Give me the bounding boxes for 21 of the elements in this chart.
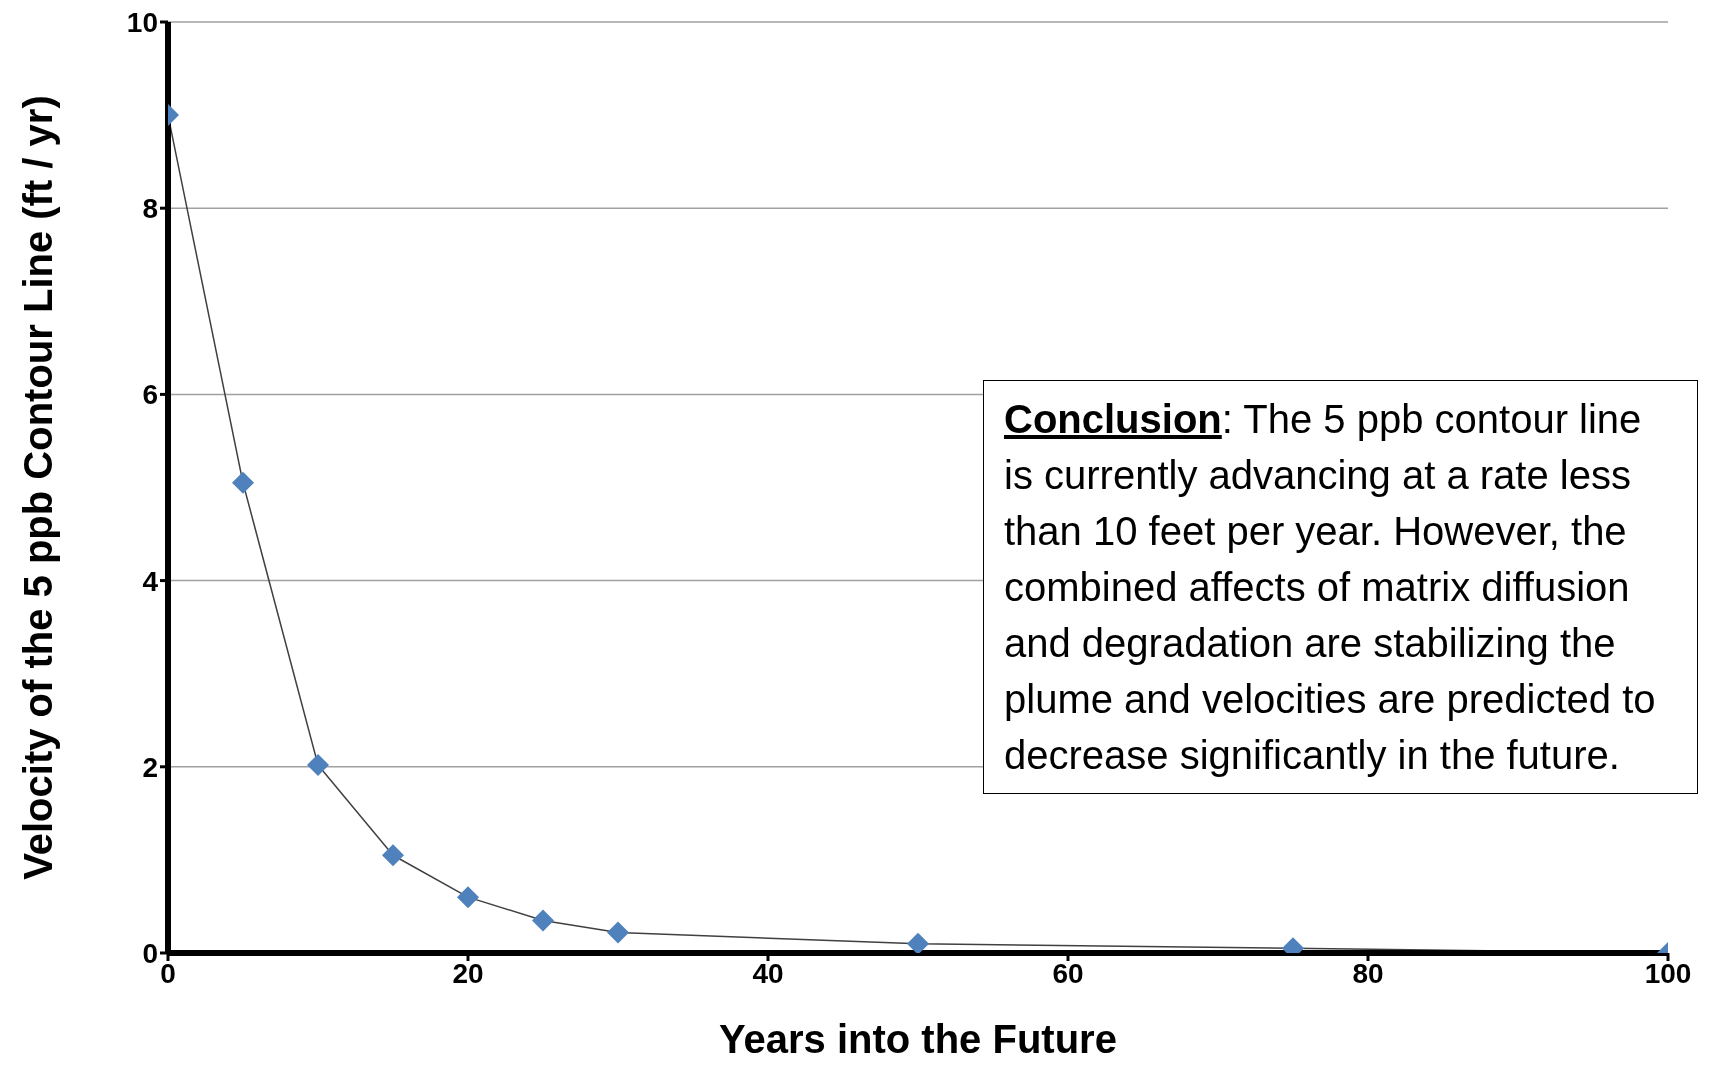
y-tick-label: 0 xyxy=(142,937,158,969)
point xyxy=(532,909,554,932)
x-tick-label: 40 xyxy=(752,957,784,989)
y-tick-label: 4 xyxy=(142,565,159,597)
y-tick-label: 2 xyxy=(142,751,158,783)
y-tick-label: 10 xyxy=(126,6,158,38)
y-tick-label: 6 xyxy=(142,379,158,411)
point xyxy=(232,471,254,494)
x-axis-title: Years into the Future xyxy=(719,1017,1117,1061)
annotation: Conclusion: The 5 ppb contour line is currently advancing at a rate less than 10 feet per year. However, the combined affects of matrix diffusion and degradation are stabilizing the plume and velocities are predicted to decrease significantly in the future. xyxy=(983,380,1698,794)
y-tick-label: 8 xyxy=(142,193,158,225)
point xyxy=(382,844,404,867)
x-tick-label: 60 xyxy=(1052,957,1084,989)
x-tick-label: 80 xyxy=(1352,957,1384,989)
point xyxy=(607,921,629,944)
point xyxy=(307,753,329,776)
x-tick-label: 20 xyxy=(452,957,484,989)
point xyxy=(907,932,929,953)
y-axis-title: Velocity of the 5 ppb Contour Line (ft / yr) xyxy=(16,95,61,880)
point xyxy=(457,886,479,909)
x-tick-label: 100 xyxy=(1644,957,1692,989)
